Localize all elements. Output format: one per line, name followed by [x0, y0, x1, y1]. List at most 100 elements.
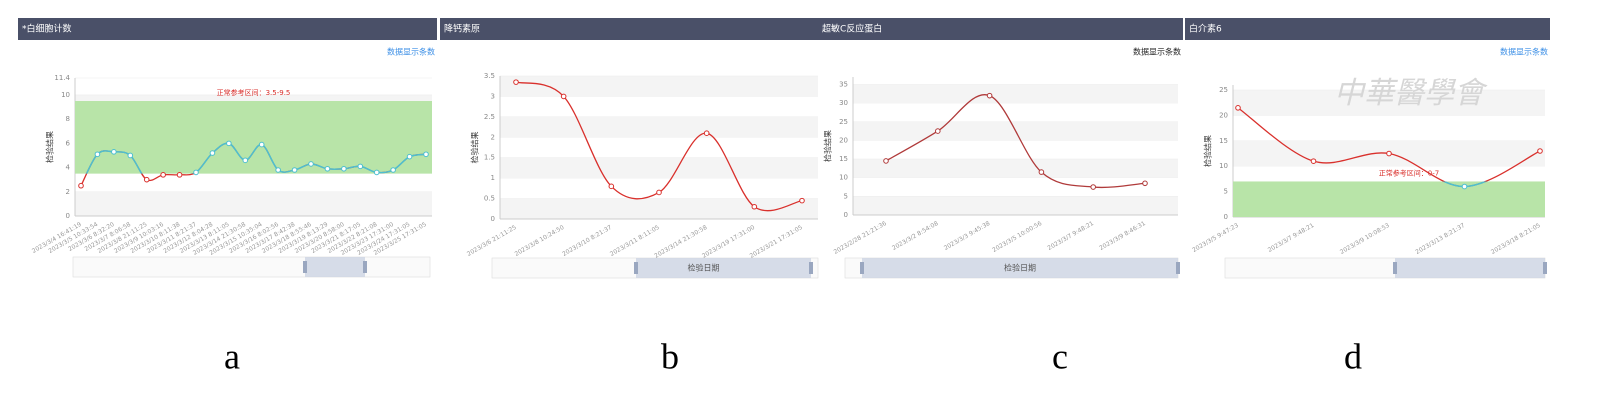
data-point — [111, 149, 117, 155]
x-tick-label: 2023/3/6 21:11:25 — [466, 224, 518, 258]
panel-title: 降钙素原 — [444, 23, 480, 35]
data-point — [1142, 180, 1148, 187]
y-tick-label: 2 — [491, 133, 495, 141]
y-axis-label: 检验结果 — [45, 131, 55, 163]
zoom-handle[interactable] — [1176, 262, 1180, 274]
grid-stripe — [75, 191, 432, 216]
y-axis-label: 检验结果 — [470, 132, 480, 164]
y-tick-label: 35 — [839, 80, 848, 88]
x-axis-label: 检验日期 — [688, 263, 720, 273]
x-tick-label: 2023/3/18 8:21:05 — [1490, 222, 1542, 256]
data-point — [209, 150, 216, 156]
grid-stripe — [500, 198, 818, 219]
y-tick-label: 0 — [1224, 213, 1228, 221]
y-tick-label: 0 — [491, 215, 495, 223]
grid-stripe — [853, 196, 1178, 215]
panel-label: a — [224, 336, 240, 376]
panel-header — [18, 18, 437, 40]
x-tick-label: 2023/3/8 10:24:50 — [514, 224, 566, 258]
x-tick-label: 2023/3/7 9:48:21 — [1267, 222, 1316, 254]
zoom-handle[interactable] — [634, 262, 638, 274]
zoom-window[interactable] — [862, 258, 1178, 278]
y-tick-label: 3 — [491, 92, 495, 100]
zoom-handle[interactable] — [860, 262, 864, 274]
panel-header — [1185, 18, 1550, 40]
y-tick-label: 10 — [839, 174, 848, 182]
data-point — [423, 151, 429, 158]
data-point — [242, 157, 249, 164]
data-point — [143, 176, 150, 183]
data-count-link[interactable]: 数据显示条数 — [1133, 47, 1181, 57]
y-tick-label: 8 — [66, 115, 70, 123]
y-tick-label: 6 — [66, 139, 71, 147]
x-tick-label: 2023/3/7 9:48:21 — [1046, 220, 1095, 252]
grid-stripe — [500, 157, 818, 179]
grid-stripe — [1233, 90, 1545, 116]
y-axis-label: 检验结果 — [823, 130, 833, 162]
x-axis-label: 检验日期 — [1004, 263, 1036, 273]
data-point — [1310, 158, 1317, 164]
data-point — [1038, 169, 1045, 175]
zoom-window[interactable] — [1395, 258, 1545, 278]
data-count-link[interactable]: 数据显示条数 — [387, 47, 435, 57]
grid-stripe — [500, 116, 818, 138]
x-tick-label: 2023/3/9 8:46:31 — [1098, 220, 1147, 252]
data-point — [656, 189, 662, 196]
data-count-link[interactable]: 数据显示条数 — [1500, 47, 1548, 57]
reference-label: 正常参考区间：3.5-9.5 — [217, 88, 291, 97]
data-point — [1537, 148, 1543, 154]
y-tick-label: 25 — [1219, 86, 1228, 94]
data-point — [94, 151, 101, 158]
y-tick-label: 20 — [1219, 111, 1228, 119]
watermark: 中華醫學會 — [1334, 76, 1488, 111]
data-point — [935, 128, 941, 134]
panel-title: 超敏C反应蛋白 — [822, 23, 882, 35]
y-tick-label: 20 — [839, 136, 848, 144]
zoom-handle[interactable] — [1393, 262, 1397, 274]
data-point — [703, 130, 710, 136]
data-point — [406, 153, 413, 160]
y-tick-label: 10 — [1219, 162, 1228, 170]
y-axis-label: 检验结果 — [1203, 135, 1213, 167]
grid-stripe — [500, 76, 818, 97]
x-tick-label: 2023/3/9 10:08:53 — [1339, 222, 1391, 256]
y-tick-label: 1.5 — [484, 154, 495, 162]
data-point — [513, 79, 519, 85]
y-tick-label: 0.5 — [484, 195, 495, 203]
panel-header — [818, 18, 1183, 40]
data-point — [226, 140, 232, 147]
data-point — [373, 169, 380, 176]
zoom-window[interactable] — [305, 257, 365, 277]
data-point — [1386, 150, 1392, 157]
data-point — [357, 163, 364, 170]
reference-band — [1233, 181, 1545, 217]
zoom-handle[interactable] — [303, 261, 307, 273]
zoom-handle[interactable] — [1543, 262, 1547, 274]
zoom-handle[interactable] — [363, 261, 367, 273]
panel-title: *白细胞计数 — [22, 23, 72, 35]
y-tick-label: 5 — [1224, 188, 1228, 196]
x-tick-label: 2023/3/5 9:47:23 — [1191, 222, 1240, 254]
x-tick-label: 2023/3/2 8:54:08 — [891, 220, 940, 252]
zoom-track[interactable] — [72, 256, 431, 278]
zoom-window[interactable] — [636, 258, 811, 278]
grid-stripe — [853, 84, 1178, 104]
x-tick-label: 2023/3/3 9:45:38 — [943, 220, 992, 252]
data-point — [883, 158, 889, 164]
y-tick-label: 30 — [839, 99, 848, 107]
data-point — [291, 167, 298, 173]
data-point — [78, 182, 84, 189]
reference-label: 正常参考区间：0-7 — [1379, 168, 1439, 177]
data-point — [390, 167, 396, 173]
data-point — [751, 203, 758, 210]
y-tick-label: 10 — [61, 91, 70, 99]
panel-label: d — [1344, 336, 1362, 376]
y-tick-label: 3.5 — [484, 72, 495, 80]
panel-title: 白介素6 — [1189, 23, 1222, 35]
data-point — [275, 167, 281, 173]
y-tick-label: 0 — [66, 212, 70, 220]
y-tick-label: 5 — [844, 192, 848, 200]
zoom-handle[interactable] — [809, 262, 813, 274]
panel-label: c — [1052, 336, 1068, 376]
